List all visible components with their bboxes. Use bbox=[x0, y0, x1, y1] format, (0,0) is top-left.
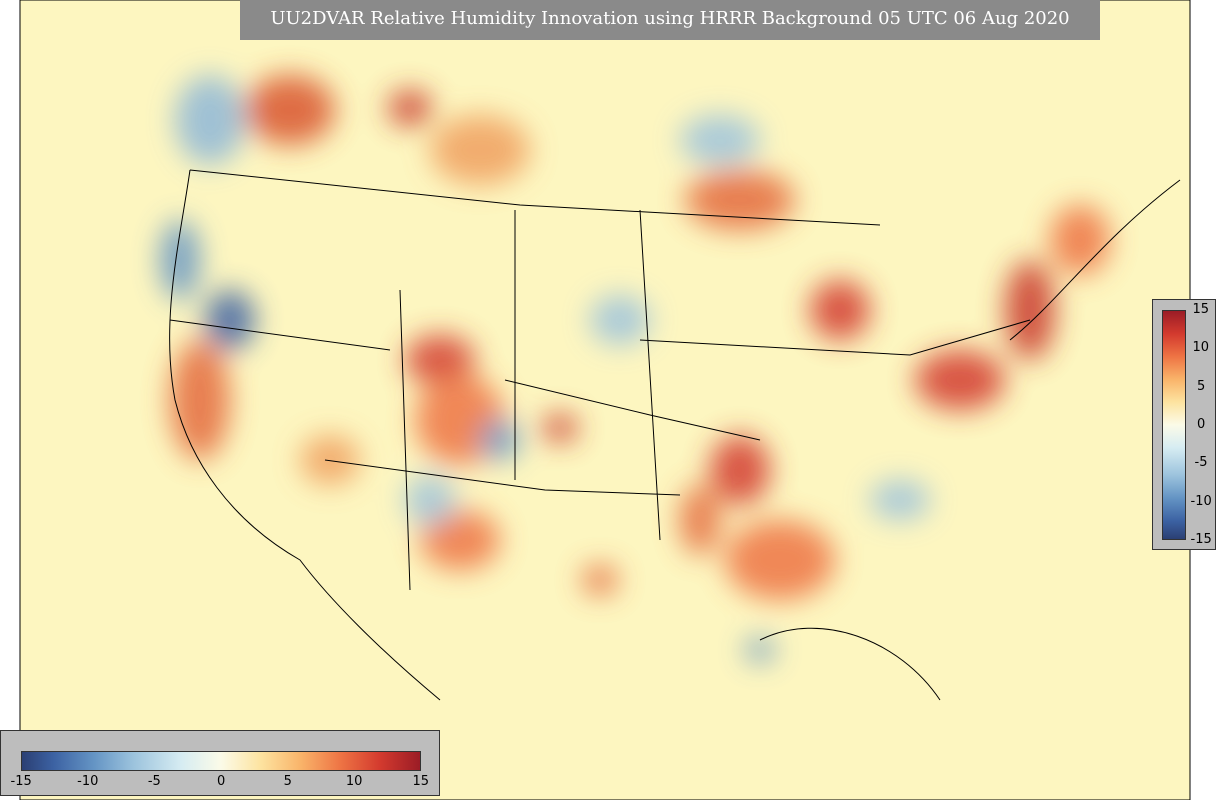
boundaries bbox=[169, 169, 1181, 701]
vertical-colorbar: -15 -10 -5 0 5 10 15 bbox=[1152, 299, 1216, 550]
colorbar-scale bbox=[1162, 310, 1186, 540]
innovation-field bbox=[160, 75, 1110, 662]
colorbar-tick-label: 0 bbox=[1197, 417, 1206, 432]
colorbar-tick-label: 10 bbox=[1192, 340, 1210, 356]
colorbar-tick-label: -5 bbox=[1194, 455, 1208, 471]
colorbar-tick-label: 0 bbox=[217, 774, 226, 789]
colorbar-scale bbox=[21, 751, 421, 771]
colorbar-tick-label: 5 bbox=[283, 774, 292, 789]
colorbar-tick-label: 5 bbox=[1197, 378, 1206, 394]
horizontal-colorbar: -15 -10 -5 0 5 10 15 bbox=[0, 730, 440, 796]
colorbar-tick-label: 10 bbox=[345, 774, 363, 789]
colorbar-tick-label: 15 bbox=[1192, 302, 1210, 317]
colorbar-tick-label: -15 bbox=[1190, 532, 1212, 547]
colorbar-tick-label: -15 bbox=[10, 774, 32, 789]
colorbar-tick-label: 15 bbox=[412, 774, 430, 789]
colorbar-tick-label: -5 bbox=[147, 774, 161, 789]
map-title: UU2DVAR Relative Humidity Innovation usi… bbox=[240, 0, 1100, 40]
colorbar-tick-label: -10 bbox=[1190, 493, 1212, 509]
colorbar-tick-label: -10 bbox=[77, 774, 99, 789]
